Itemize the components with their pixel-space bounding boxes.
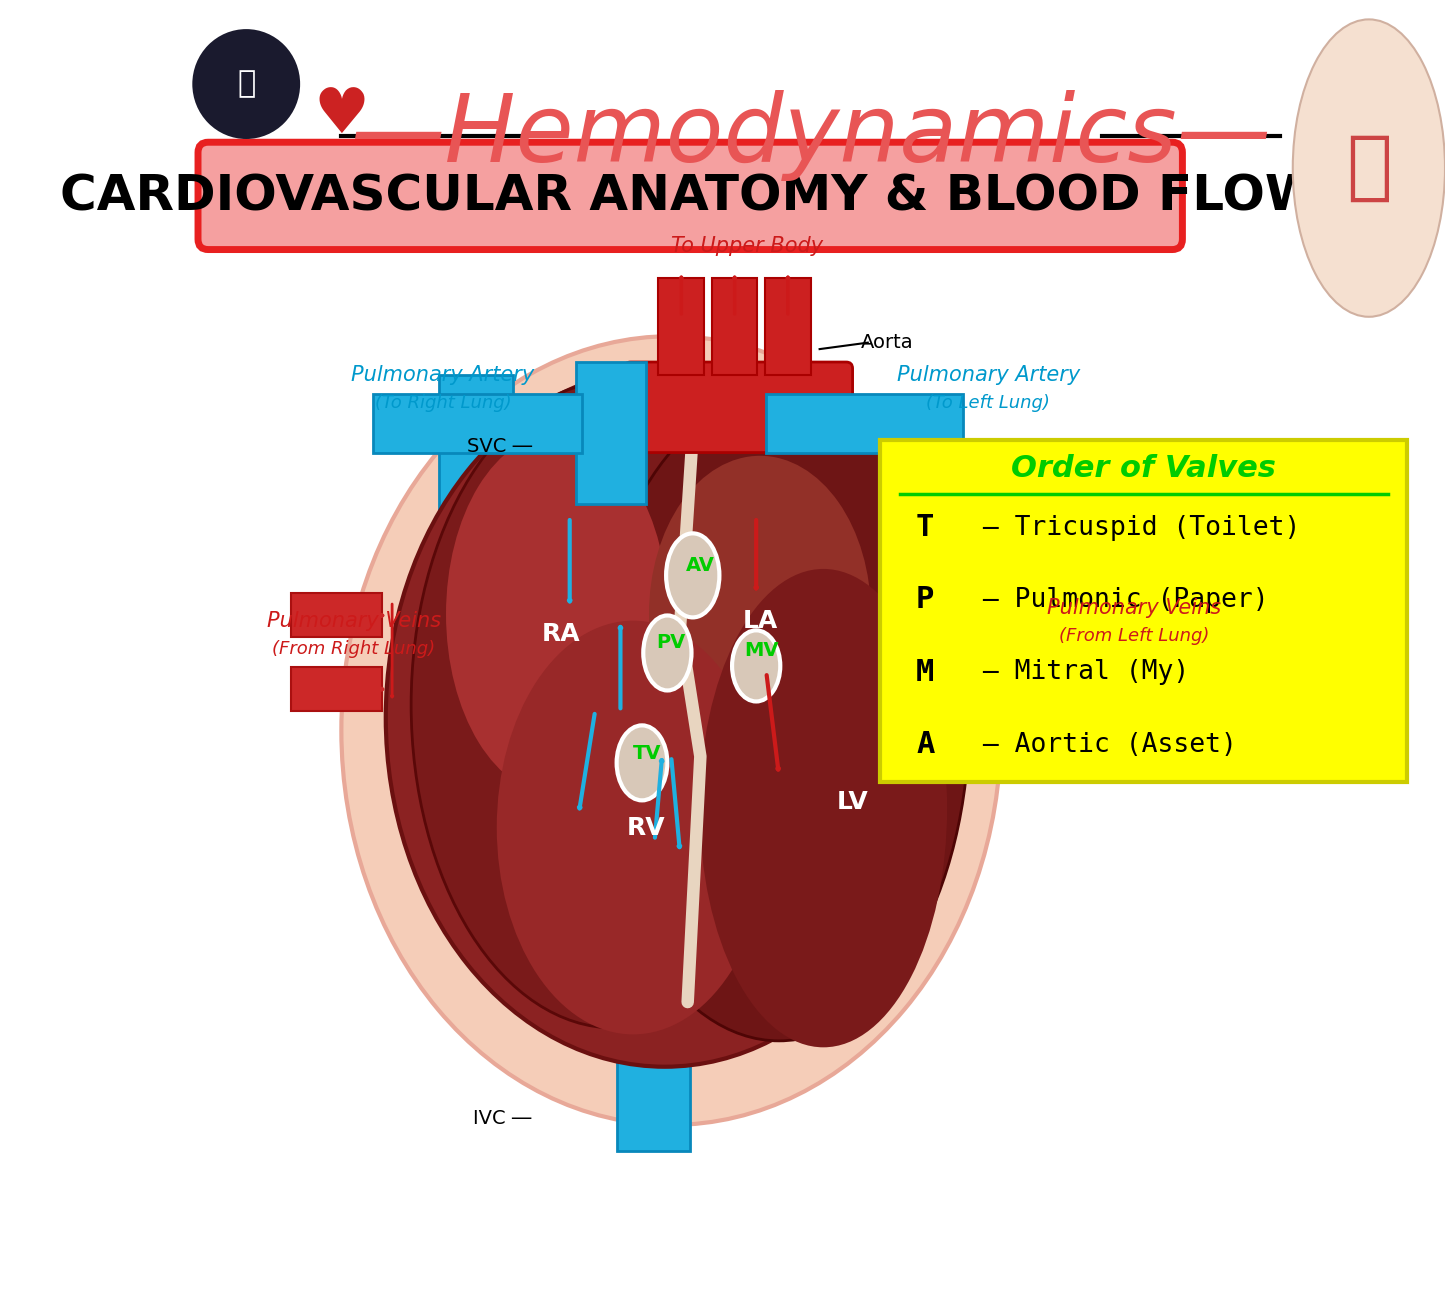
Text: Pulmonary Artery: Pulmonary Artery — [897, 365, 1079, 385]
Ellipse shape — [386, 369, 944, 1067]
Bar — [938, 663, 1029, 707]
Bar — [439, 375, 513, 517]
Text: CARDIOVASCULAR ANATOMY & BLOOD FLOW: CARDIOVASCULAR ANATOMY & BLOOD FLOW — [61, 172, 1321, 221]
Ellipse shape — [699, 569, 946, 1047]
Text: Pulmonary Artery: Pulmonary Artery — [351, 365, 535, 385]
Text: – Pulmonic (Paper): – Pulmonic (Paper) — [967, 587, 1269, 613]
Text: TV: TV — [633, 745, 662, 763]
Bar — [290, 667, 381, 711]
Text: —Hemodynamics—: —Hemodynamics— — [350, 91, 1272, 181]
Bar — [880, 440, 1407, 782]
Text: Order of Valves: Order of Valves — [1011, 454, 1276, 482]
Bar — [938, 590, 1029, 634]
Text: (From Right Lung): (From Right Lung) — [273, 640, 435, 658]
Text: (From Left Lung): (From Left Lung) — [1059, 627, 1209, 645]
Text: M: M — [916, 658, 935, 687]
Ellipse shape — [649, 456, 871, 772]
Text: – Tricuspid (Toilet): – Tricuspid (Toilet) — [967, 515, 1300, 540]
Text: – Aortic (Asset): – Aortic (Asset) — [967, 732, 1237, 758]
Text: Pulmonary Veins: Pulmonary Veins — [267, 610, 441, 631]
Bar — [766, 394, 962, 453]
Text: ♥: ♥ — [314, 87, 370, 146]
Ellipse shape — [341, 336, 1001, 1125]
Text: A: A — [916, 731, 935, 759]
Ellipse shape — [192, 28, 301, 138]
Bar — [712, 278, 757, 375]
Text: P: P — [916, 586, 935, 614]
Text: T: T — [916, 513, 935, 542]
Text: (To Right Lung): (To Right Lung) — [374, 394, 512, 412]
Text: (To Left Lung): (To Left Lung) — [926, 394, 1051, 412]
Text: To Upper Body: To Upper Body — [672, 235, 824, 256]
FancyBboxPatch shape — [624, 362, 853, 453]
Text: RV: RV — [627, 816, 665, 839]
Text: 🧠: 🧠 — [237, 70, 256, 98]
Text: SVC ―: SVC ― — [467, 437, 532, 455]
Text: Aorta: Aorta — [861, 334, 913, 352]
Text: – Mitral (My): – Mitral (My) — [967, 659, 1189, 685]
Ellipse shape — [497, 621, 770, 1034]
Text: LV: LV — [837, 790, 868, 813]
Bar — [290, 593, 381, 637]
Bar — [373, 394, 582, 453]
Text: Pulmonary Veins: Pulmonary Veins — [1048, 597, 1221, 618]
Bar — [659, 278, 704, 375]
Ellipse shape — [666, 533, 720, 618]
Text: PV: PV — [656, 634, 686, 652]
Ellipse shape — [643, 615, 692, 690]
Text: MV: MV — [744, 641, 779, 659]
Ellipse shape — [1293, 19, 1445, 317]
Ellipse shape — [412, 381, 816, 1028]
Text: AV: AV — [686, 556, 715, 574]
FancyBboxPatch shape — [198, 142, 1182, 250]
Text: LA: LA — [743, 609, 777, 632]
Text: IVC ―: IVC ― — [474, 1109, 532, 1127]
Text: RA: RA — [542, 622, 579, 645]
Bar — [764, 278, 811, 375]
Ellipse shape — [447, 433, 668, 795]
Ellipse shape — [733, 630, 780, 701]
Ellipse shape — [588, 394, 970, 1041]
Text: 🧍: 🧍 — [1345, 131, 1392, 206]
Bar — [577, 362, 646, 504]
Ellipse shape — [617, 725, 668, 800]
Bar — [617, 996, 691, 1151]
